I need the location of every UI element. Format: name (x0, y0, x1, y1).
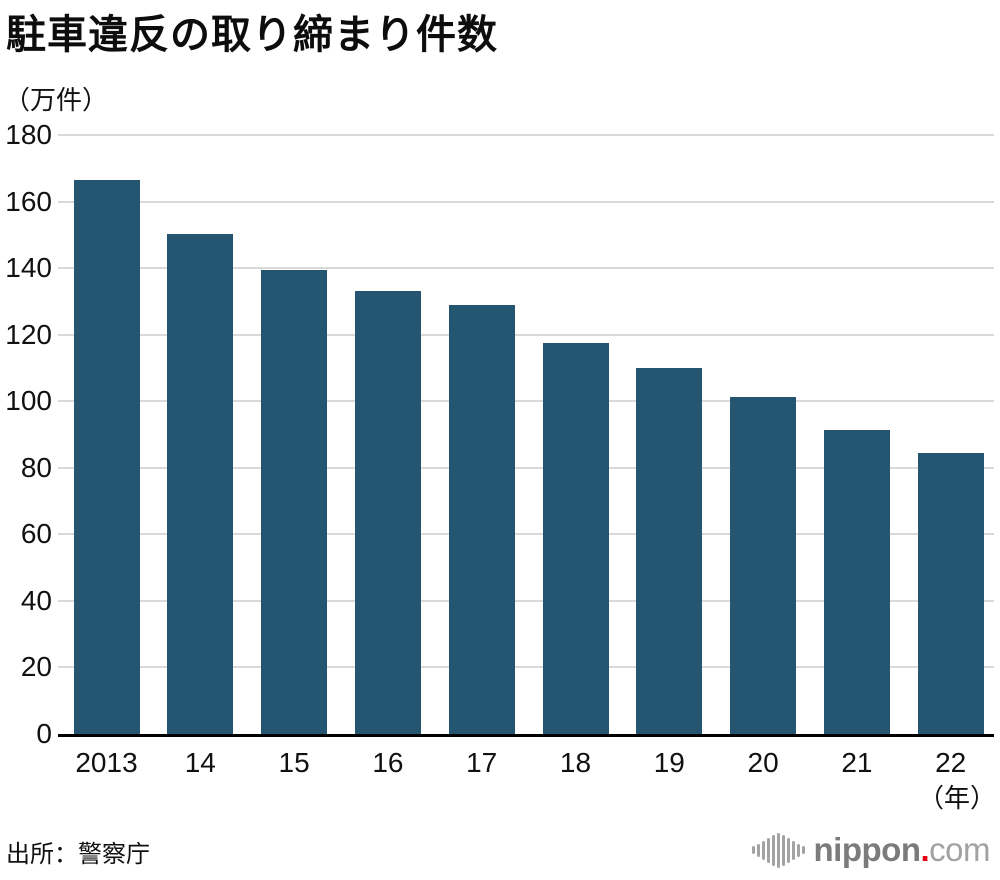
bar (823, 430, 890, 734)
bar (636, 367, 703, 734)
bar (73, 179, 140, 734)
x-tick-label: 2013 (75, 747, 138, 778)
y-tick-label: 60 (20, 518, 52, 550)
x-tick-label: 21 (841, 747, 873, 778)
bar (261, 269, 328, 734)
bar (730, 396, 797, 734)
x-tick-label: 19 (653, 747, 685, 778)
bar (167, 234, 234, 734)
gridline (58, 533, 994, 536)
logo-text: nippon.com (813, 831, 991, 868)
y-tick-label: 160 (5, 185, 52, 217)
x-tick-label: 18 (559, 747, 592, 778)
gridline (58, 666, 994, 669)
x-tick-label: 20 (747, 747, 779, 778)
gridline (58, 333, 994, 336)
x-axis-line (58, 734, 994, 737)
bar (917, 452, 984, 734)
y-tick-label: 180 (5, 119, 52, 150)
x-tick-label: 17 (466, 747, 498, 778)
logo-tld: com (929, 831, 990, 868)
chart-title: 駐車違反の取り締まり件数 (6, 13, 498, 57)
bar (448, 305, 515, 734)
x-tick-label: 22 (935, 747, 967, 778)
gridline (58, 466, 994, 469)
nippon-logo: nippon.com (751, 831, 991, 868)
gridline (58, 267, 994, 270)
gridline (58, 400, 994, 403)
y-tick-label: 0 (36, 718, 52, 749)
x-axis-unit-label: （年） (917, 783, 996, 813)
x-tick-label: 16 (372, 747, 404, 778)
y-tick-label: 140 (5, 252, 52, 284)
y-tick-label: 40 (20, 584, 52, 616)
soundwave-icon (751, 832, 805, 868)
y-axis-unit-label: （万件） (4, 85, 109, 115)
gridline (58, 200, 994, 203)
y-tick-label: 20 (20, 651, 52, 683)
y-tick-label: 100 (5, 385, 52, 417)
gridline (58, 599, 994, 602)
gridline (58, 134, 994, 136)
logo-dot: . (920, 831, 930, 868)
bar (354, 290, 421, 734)
y-tick-label: 80 (20, 451, 52, 483)
y-tick-label: 120 (5, 318, 52, 350)
source-label: 出所：警察庁 (6, 841, 150, 868)
bar (542, 342, 609, 734)
x-tick-label: 15 (278, 747, 310, 778)
logo-name: nippon (813, 831, 921, 868)
x-tick-label: 14 (184, 747, 216, 778)
